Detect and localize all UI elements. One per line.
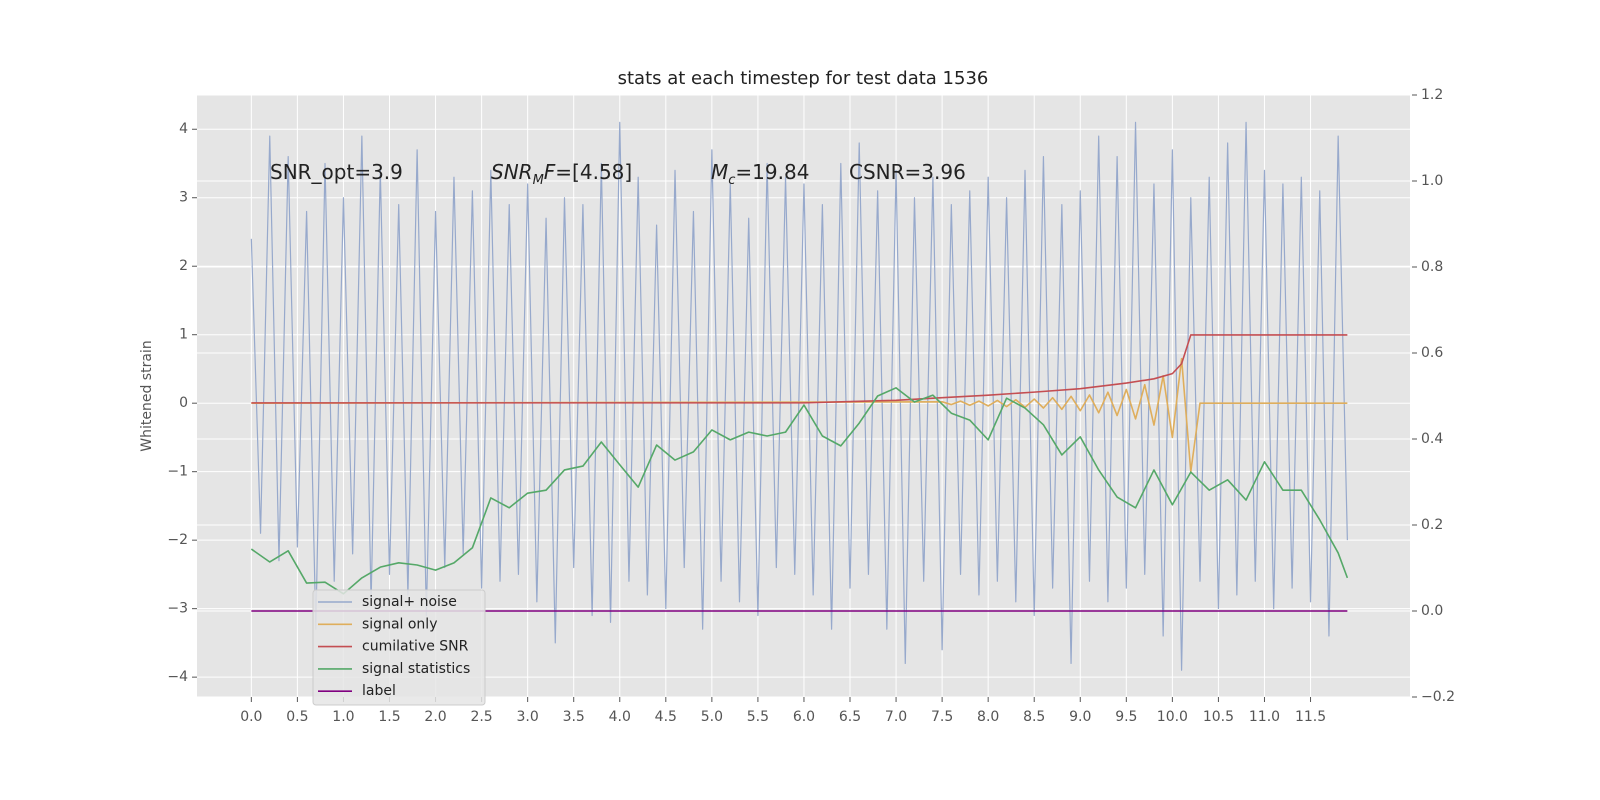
x-tick-label: 5.0: [701, 709, 723, 725]
y2-tick-label: 1.2: [1421, 87, 1443, 103]
chart-title: stats at each timestep for test data 153…: [618, 68, 989, 89]
x-tick-label: 9.5: [1115, 709, 1137, 725]
x-tick-label: 1.0: [332, 709, 354, 725]
x-tick-label: 1.5: [378, 709, 400, 725]
y2-tick-label: 0.4: [1421, 431, 1443, 447]
annotation-part: M: [533, 173, 544, 188]
legend-label: signal only: [362, 616, 437, 632]
y2-tick-label: 0.6: [1421, 345, 1443, 361]
annotation-part: SNR_opt=3.9: [270, 160, 403, 184]
annotation: Mc=19.84: [711, 160, 809, 189]
y-tick-label: −2: [167, 532, 188, 548]
y2-tick-label: −0.2: [1421, 689, 1455, 705]
annotation: CSNR=3.96: [849, 160, 966, 184]
annotation-part: CSNR=3.96: [849, 160, 966, 184]
legend-label: signal statistics: [362, 661, 470, 677]
x-tick-label: 5.5: [747, 709, 769, 725]
legend-label: label: [362, 683, 396, 699]
annotation-part: c: [728, 173, 735, 188]
annotation-part: M: [711, 160, 728, 184]
legend-label: cumilative SNR: [362, 639, 469, 655]
annotation: SNRMF=[4.58]: [491, 160, 632, 189]
annotation-part: SNR: [491, 160, 533, 184]
y-tick-label: 3: [179, 190, 188, 206]
annotation-part: =19.84: [735, 160, 809, 184]
x-tick-label: 10.5: [1203, 709, 1234, 725]
x-tick-label: 3.0: [517, 709, 539, 725]
x-tick-label: 11.0: [1249, 709, 1280, 725]
annotations: SNR_opt=3.9 SNRMF=[4.58] Mc=19.84 CSNR=3.96: [270, 160, 966, 189]
x-tick-label: 2.0: [424, 709, 446, 725]
y-tick-label: 2: [179, 258, 188, 274]
y-tick-label: −3: [167, 601, 188, 617]
annotation-part: =[4.58]: [555, 160, 632, 184]
x-tick-label: 8.0: [977, 709, 999, 725]
x-tick-label: 7.5: [931, 709, 953, 725]
x-tick-label: 0.0: [240, 709, 262, 725]
y-tick-label: 0: [179, 395, 188, 411]
legend-label: signal+ noise: [362, 594, 457, 610]
x-tick-label: 6.0: [793, 709, 815, 725]
y-tick-label: −1: [167, 464, 188, 480]
x-tick-label: 0.5: [286, 709, 308, 725]
x-tick-label: 4.5: [655, 709, 677, 725]
x-tick-label: 2.5: [470, 709, 492, 725]
annotation-part: F: [544, 160, 556, 184]
y2-tick-label: 1.0: [1421, 173, 1443, 189]
y2-tick-label: 0.8: [1421, 259, 1443, 275]
series-line: [250, 387, 1349, 595]
legend-box: [312, 589, 486, 706]
x-tick-label: 11.5: [1295, 709, 1326, 725]
x-tick-label: 9.0: [1069, 709, 1091, 725]
annotation: SNR_opt=3.9: [270, 160, 403, 184]
y2-tick-label: 0.2: [1421, 517, 1443, 533]
y-tick-label: −4: [167, 669, 188, 685]
x-tick-label: 4.0: [609, 709, 631, 725]
x-tick-label: 7.0: [885, 709, 907, 725]
x-tick-label: 3.5: [563, 709, 585, 725]
y-tick-label: 1: [179, 327, 188, 343]
y2-tick-label: 0.0: [1421, 603, 1443, 619]
axes: 0.0 0.5 1.0 1.5 2.0 2.5 3.0 3.5 4.0 4.5 5.0 5.5 6.0 6…: [167, 87, 1455, 725]
x-tick-label: 8.5: [1023, 709, 1045, 725]
y-tick-label: 4: [179, 121, 188, 137]
x-tick-label: 10.0: [1157, 709, 1188, 725]
x-tick-label: 6.5: [839, 709, 861, 725]
y-axis-label: Whitened strain: [139, 340, 155, 451]
legend: signal+ noise signal only cumilative SNR si…: [312, 589, 486, 706]
series-line: [251, 334, 1348, 404]
series-line: [250, 121, 1348, 671]
